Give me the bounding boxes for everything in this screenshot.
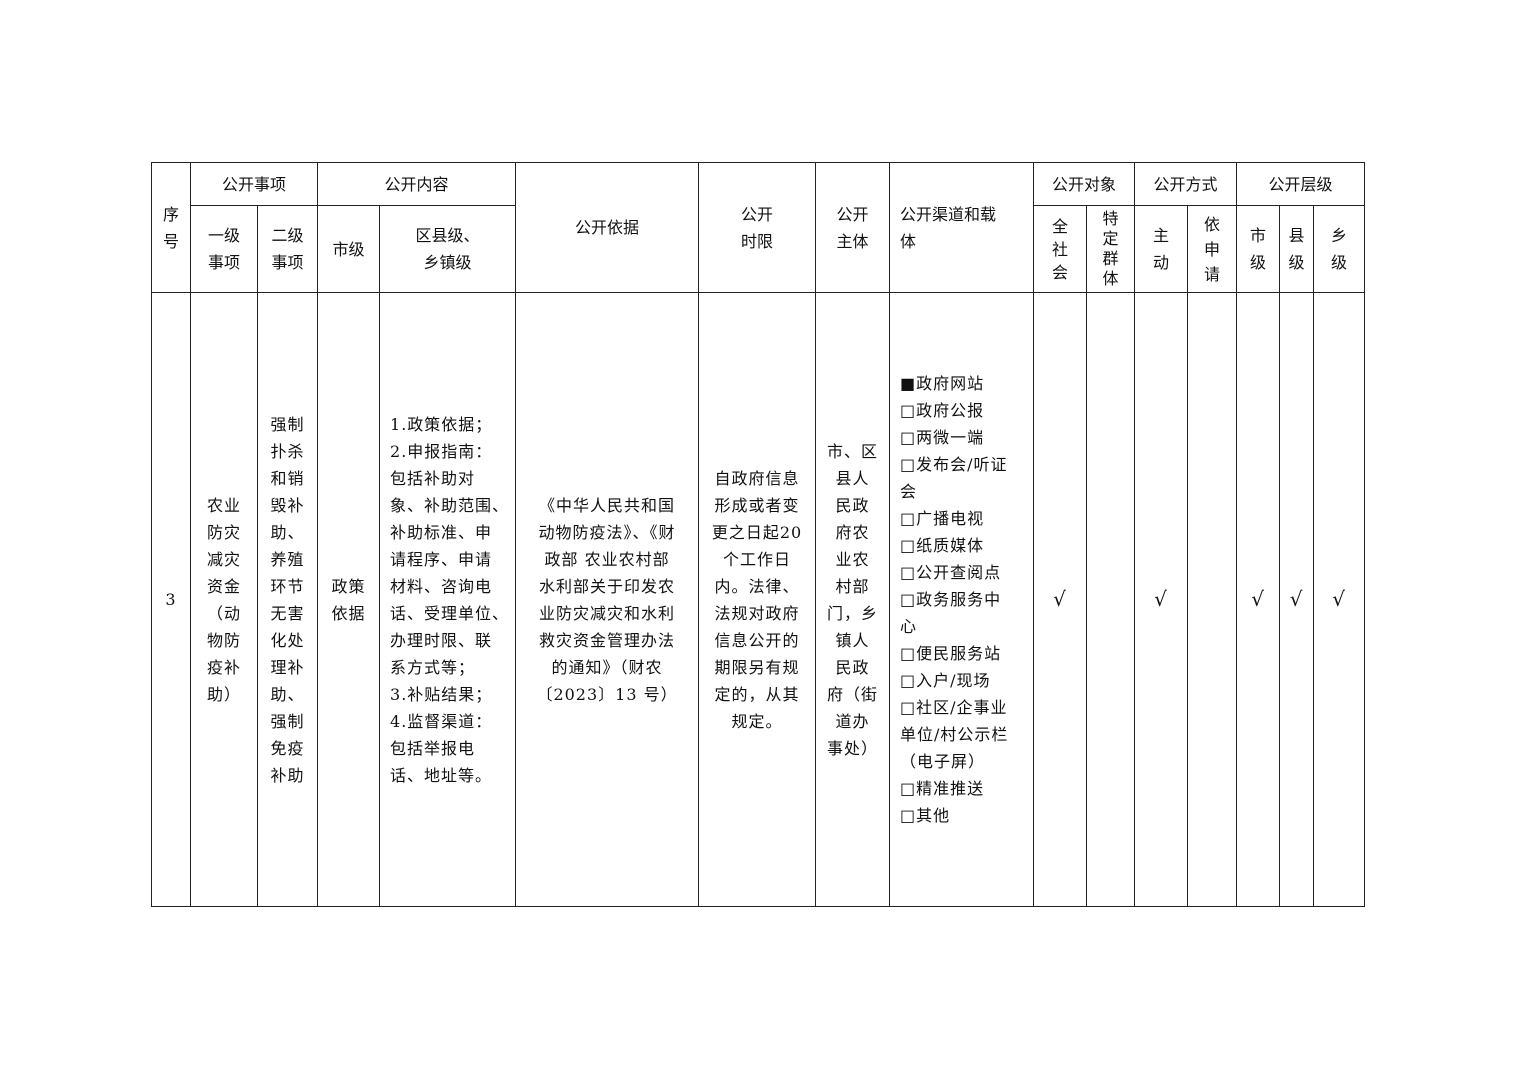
row-basis: 《中华人民共和国 动物防疫法》、《财 政部 农业农村部 水利部关于印发农 业防灾…: [515, 292, 700, 907]
row-matter-l2: 强制 扑杀 和销 毁补 助、 养殖 环节 无害 化处 理补 助、 强制 免疫 补…: [256, 292, 319, 907]
header-target: 公开对象: [1033, 162, 1136, 206]
header-basis: 公开依据: [515, 162, 700, 293]
header-time-limit: 公开 时限: [698, 162, 817, 293]
row-subject: 市、区 县人 民政 府农 业农 村部 门，乡 镇人 民政 府（街 道办 事处）: [815, 292, 891, 907]
row-content-city: 政策 依据: [317, 292, 381, 907]
row-level-city-check: √: [1236, 292, 1281, 907]
row-method-request-check: [1187, 292, 1238, 907]
row-matter-l1: 农业 防灾 减灾 资金 （动 物防 疫补 助）: [190, 292, 258, 907]
row-channels: ■政府网站 □政府公报 □两微一端 □发布会/听证 会 □广播电视 □纸质媒体 …: [889, 292, 1035, 907]
row-method-active-check: √: [1134, 292, 1189, 907]
header-level-town: 乡 级: [1313, 205, 1366, 293]
header-content: 公开内容: [317, 162, 517, 206]
header-content-city: 市级: [317, 205, 381, 293]
header-method-active: 主 动: [1134, 205, 1189, 293]
header-level-county: 县 级: [1279, 205, 1315, 293]
row-time-limit: 自政府信息 形成或者变 更之日起20 个工作日 内。法律、 法规对政府 信息公开…: [698, 292, 817, 907]
row-target-specific-check: [1086, 292, 1136, 907]
header-matter-l2: 二级 事项: [256, 205, 319, 293]
header-level-city: 市 级: [1236, 205, 1281, 293]
row-level-county-check: √: [1279, 292, 1315, 907]
header-level: 公开层级: [1236, 162, 1366, 206]
disclosure-table: 序 号 公开事项 公开内容 公开依据 公开 时限 公开 主体 公开渠道和载 体 …: [151, 162, 1366, 907]
header-matter: 公开事项: [189, 162, 319, 206]
row-target-all-check: √: [1033, 292, 1088, 907]
row-content-county: 1.政策依据； 2.申报指南： 包括补助对 象、补助范围、 补助标准、申 请程序…: [379, 292, 517, 907]
header-target-all: 全 社 会: [1033, 205, 1088, 293]
header-matter-l1: 一级 事项: [190, 205, 258, 293]
row-level-town-check: √: [1313, 292, 1366, 907]
header-channel: 公开渠道和载 体: [889, 162, 1035, 293]
header-method-request: 依 申 请: [1187, 205, 1238, 293]
row-seq: 3: [151, 292, 191, 907]
header-method: 公开方式: [1134, 162, 1238, 206]
header-target-specific: 特 定 群 体: [1086, 205, 1136, 293]
header-content-county: 区县级、 乡镇级: [379, 205, 517, 293]
header-subject: 公开 主体: [815, 162, 891, 293]
header-seq: 序 号: [151, 162, 191, 293]
